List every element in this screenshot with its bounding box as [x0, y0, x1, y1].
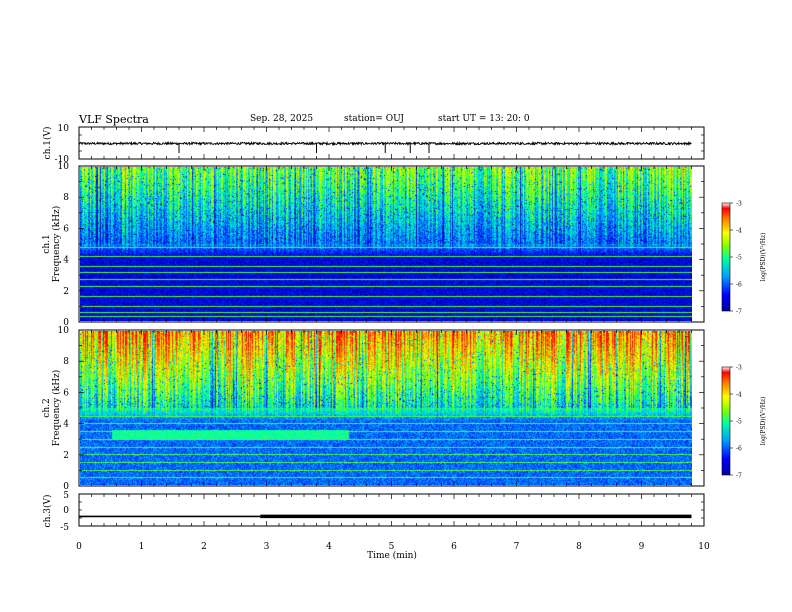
colorbar-tick-label: -7 [736, 473, 742, 480]
x-tick-label: 8 [576, 542, 582, 552]
y-tick-label: 4 [63, 256, 69, 266]
start-time-label: start UT = 13: 20: 0 [438, 114, 530, 124]
ch2-colorbar: -3 -4 -5 -6 -7 log(PSD)(V²/Hz) [721, 365, 767, 480]
y-tick-label: 10 [58, 162, 70, 172]
x-tick-label: 9 [639, 542, 645, 552]
ch1-colorbar-label: log(PSD)(V²/Hz) [760, 233, 767, 282]
y-tick-label: 2 [63, 287, 69, 297]
ch1-spectrogram-ylabel-top: ch.1 [42, 234, 52, 253]
ch3-ytick-bottom: -5 [60, 523, 69, 533]
colorbar-tick-label: -3 [736, 365, 742, 372]
ch2-spectrogram-ylabel-top: ch.2 [42, 398, 52, 417]
y-tick-label: 8 [63, 357, 69, 367]
figure-title: VLF Spectra [79, 113, 149, 126]
colorbar-tick-label: -4 [736, 228, 742, 235]
y-tick-label: 8 [63, 193, 69, 203]
y-tick-label: 6 [63, 224, 69, 234]
colorbar-tick-label: -7 [736, 309, 742, 316]
ch2-spectrogram-image [80, 331, 692, 485]
x-tick-label: 4 [326, 542, 332, 552]
ch3-ytick-top: 5 [63, 491, 69, 501]
ch2-spectrogram-ytick-labels: 0 2 4 6 8 10 [58, 326, 70, 492]
ch1-colorbar-gradient [721, 202, 731, 312]
y-tick-label: 10 [58, 326, 70, 336]
date-label: Sep. 28, 2025 [250, 114, 314, 124]
y-tick-label: 2 [63, 451, 69, 461]
x-axis-tick-labels: 0 1 2 3 4 5 6 7 8 9 10 [76, 542, 710, 552]
station-label: station= OUJ [344, 114, 405, 124]
y-tick-label: 0 [63, 318, 69, 328]
ch1-ytick-top: 10 [58, 124, 70, 134]
x-tick-label: 1 [139, 542, 145, 552]
colorbar-tick-label: -5 [736, 419, 742, 426]
ch2-colorbar-label: log(PSD)(V²/Hz) [760, 397, 767, 446]
ch1-spectrogram-image [80, 167, 692, 321]
x-tick-label: 7 [514, 542, 520, 552]
ch2-colorbar-gradient [721, 366, 731, 476]
y-tick-label: 6 [63, 388, 69, 398]
x-axis-title: Time (min) [367, 550, 417, 561]
ch1-waveform-line [78, 140, 692, 147]
x-tick-label: 3 [264, 542, 270, 552]
colorbar-tick-label: -3 [736, 201, 742, 208]
x-tick-label: 6 [451, 542, 457, 552]
axis-ticks [78, 126, 705, 527]
ch1-ylabel: ch.1(V) [42, 127, 53, 160]
y-tick-label: 0 [63, 482, 69, 492]
x-tick-label: 2 [201, 542, 207, 552]
colorbar-tick-label: -4 [736, 392, 742, 399]
ch1-spectrogram-ytick-labels: 0 2 4 6 8 10 [58, 162, 70, 328]
ch1-ytick-bottom: -10 [55, 155, 70, 165]
x-tick-label: 5 [389, 542, 395, 552]
colorbar-tick-label: -6 [736, 446, 742, 453]
x-tick-label: 10 [698, 542, 710, 552]
ch2-spectrogram-ylabel-bottom: Frequency (kHz) [51, 370, 62, 447]
colorbar-tick-label: -5 [736, 255, 742, 262]
colorbar-tick-label: -6 [736, 282, 742, 289]
ch3-ytick-mid: 0 [63, 506, 69, 516]
y-tick-label: 4 [63, 420, 69, 430]
ch1-spectrogram-ylabel-bottom: Frequency (kHz) [51, 206, 62, 283]
x-tick-label: 0 [76, 542, 82, 552]
ch1-colorbar: -3 -4 -5 -6 -7 log(PSD)(V²/Hz) [721, 201, 767, 316]
ch3-ylabel: ch.3(V) [42, 495, 53, 528]
ch1-waveform-trace [78, 140, 692, 153]
